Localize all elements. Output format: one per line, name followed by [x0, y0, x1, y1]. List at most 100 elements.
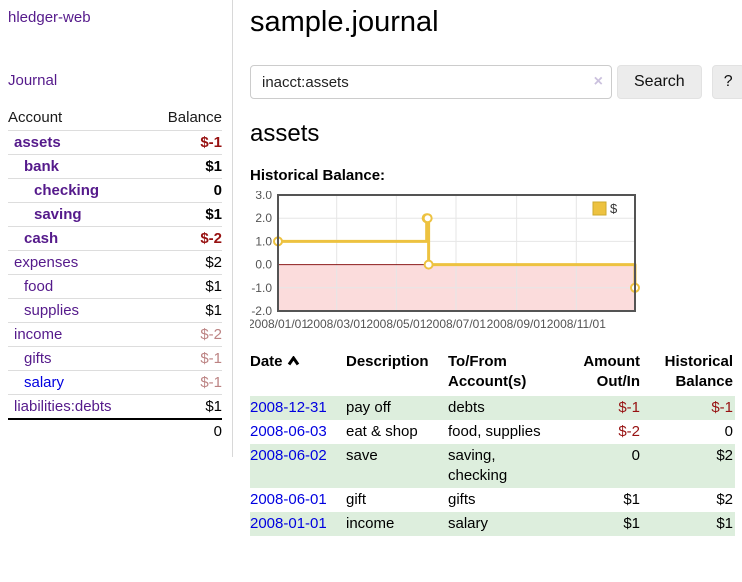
transaction-description: save [346, 444, 448, 488]
account-section-title: assets [250, 120, 320, 147]
accounts-table-header: Account Balance [8, 106, 222, 130]
sidebar-account-row: supplies $1 [8, 298, 222, 322]
sidebar-account-row: saving $1 [8, 202, 222, 226]
svg-text:2008/09/01: 2008/09/01 [487, 317, 547, 331]
sidebar-account-balance: $2 [205, 254, 222, 271]
sidebar-account-link[interactable]: gifts [24, 350, 52, 367]
accounts-total-value: 0 [213, 423, 222, 440]
sidebar-account-row: salary $-1 [8, 370, 222, 394]
sidebar-account-balance: $1 [205, 158, 222, 175]
sidebar-account-link[interactable]: expenses [14, 254, 79, 271]
svg-text:2008/07/01: 2008/07/01 [426, 317, 486, 331]
svg-text:$: $ [610, 201, 618, 216]
sidebar-account-row: income $-2 [8, 322, 222, 346]
column-header-accounts: To/From Account(s) [448, 353, 527, 390]
svg-text:2008/03/01: 2008/03/01 [307, 317, 367, 331]
sidebar-account-link[interactable]: salary [24, 374, 65, 391]
accounts-column-account: Account [8, 109, 63, 126]
transaction-amount: $1 [623, 491, 640, 508]
sidebar-account-link[interactable]: food [24, 278, 54, 295]
sidebar-account-row: assets $-1 [8, 130, 222, 154]
search-form: × Search ? [250, 65, 742, 99]
app-brand-link[interactable]: hledger-web [8, 9, 91, 26]
sidebar-account-row: gifts $-1 [8, 346, 222, 370]
sidebar-account-link[interactable]: liabilities:debts [14, 398, 112, 415]
sidebar-account-link[interactable]: supplies [24, 302, 80, 319]
sidebar-item-journal[interactable]: Journal [8, 72, 58, 89]
column-header-date[interactable]: Date [250, 351, 346, 396]
sidebar-account-balance: $1 [205, 206, 222, 223]
transaction-amount: $-2 [618, 423, 640, 440]
transaction-accounts: food, supplies [448, 423, 541, 440]
accounts-column-balance: Balance [167, 109, 222, 126]
transaction-date-link[interactable]: 2008-06-01 [250, 491, 327, 508]
sidebar-account-balance: $1 [205, 302, 222, 319]
transaction-description: pay off [346, 396, 448, 420]
transaction-date-link[interactable]: 2008-12-31 [250, 399, 327, 416]
transaction-balance: $-1 [642, 396, 735, 420]
svg-text:-2.0: -2.0 [251, 304, 272, 318]
table-row: 2008-06-01 gift gifts $1 $2 [250, 488, 735, 512]
table-row: 2008-06-03 eat & shop food, supplies $-2 0 [250, 420, 735, 444]
transaction-amount: $1 [553, 512, 642, 536]
sidebar-account-link[interactable]: saving [34, 206, 82, 223]
sort-ascending-icon [287, 352, 300, 372]
main-content: sample.journal × Search ? assets Histori… [233, 0, 742, 536]
search-button[interactable]: Search [617, 65, 702, 99]
accounts-table: Account Balance assets $-1 bank $1 checking 0… [8, 106, 222, 443]
sidebar-account-balance: $-2 [200, 326, 222, 343]
transaction-date-link[interactable]: 2008-01-01 [250, 515, 327, 532]
sidebar-account-balance: $-1 [200, 134, 222, 151]
sidebar-account-balance: $-1 [200, 350, 222, 367]
transaction-date-link[interactable]: 2008-06-03 [250, 423, 327, 440]
help-button[interactable]: ? [711, 65, 742, 99]
page-title: sample.journal [250, 6, 439, 38]
sidebar-account-link[interactable]: assets [14, 134, 61, 151]
transaction-balance: $2 [642, 444, 735, 488]
column-header-balance: Historical Balance [664, 353, 733, 390]
svg-text:1.0: 1.0 [255, 234, 272, 248]
svg-text:0.0: 0.0 [255, 258, 272, 272]
sidebar-account-balance: 0 [213, 182, 222, 199]
register-body: 2008-12-31 pay off debts $-1 $-1 2008-06-03 ea… [250, 396, 735, 536]
table-row: 2008-01-01 income salary $1 $1 [250, 512, 735, 536]
chart-title: Historical Balance: [250, 167, 386, 184]
sidebar-account-link[interactable]: income [14, 326, 63, 343]
balance-chart: $3.0 2.0 1.0 0.0 -1.0 -2.0 2008/01/01 2008/03/0… [248, 188, 742, 338]
svg-text:3.0: 3.0 [255, 191, 272, 202]
accounts-total-row: 0 [8, 418, 222, 443]
svg-text:2008/01/01: 2008/01/01 [250, 317, 308, 331]
svg-text:2.0: 2.0 [255, 211, 272, 225]
sidebar-account-link[interactable]: cash [24, 230, 59, 247]
sidebar: hledger-web Journal Account Balance asse… [0, 0, 233, 457]
sidebar-account-link[interactable]: bank [24, 158, 60, 175]
transaction-balance: 0 [724, 423, 733, 440]
transaction-description: eat & shop [346, 423, 418, 440]
transaction-accounts: saving, checking [448, 444, 553, 488]
sidebar-account-link[interactable]: checking [34, 182, 100, 199]
sidebar-account-balance: $1 [205, 398, 222, 415]
transaction-date-link[interactable]: 2008-06-02 [250, 447, 327, 464]
sidebar-account-row: expenses $2 [8, 250, 222, 274]
sidebar-account-row: liabilities:debts $1 [8, 394, 222, 418]
balance-chart-svg: $3.0 2.0 1.0 0.0 -1.0 -2.02008/01/012008/03/0… [248, 188, 640, 331]
sidebar-account-row: food $1 [8, 274, 222, 298]
transaction-amount: 0 [553, 444, 642, 488]
transaction-accounts: salary [448, 512, 553, 536]
transaction-accounts: debts [448, 396, 553, 420]
table-row: 2008-12-31 pay off debts $-1 $-1 [250, 396, 735, 420]
transaction-accounts: gifts [448, 491, 476, 508]
sidebar-account-balance: $1 [205, 278, 222, 295]
clear-search-icon[interactable]: × [593, 73, 603, 90]
transaction-description: gift [346, 491, 367, 508]
search-input[interactable] [250, 65, 612, 99]
column-header-description: Description [346, 353, 429, 370]
svg-text:2008/11/01: 2008/11/01 [547, 317, 606, 331]
svg-text:2008/05/01: 2008/05/01 [366, 317, 426, 331]
svg-text:-1.0: -1.0 [251, 281, 272, 295]
register-table: Date Description To/From Account(s) Amou… [250, 351, 735, 536]
transaction-description: income [346, 512, 448, 536]
transaction-balance: $1 [642, 512, 735, 536]
register-header-row: Date Description To/From Account(s) Amou… [250, 351, 735, 396]
sidebar-account-row: bank $1 [8, 154, 222, 178]
